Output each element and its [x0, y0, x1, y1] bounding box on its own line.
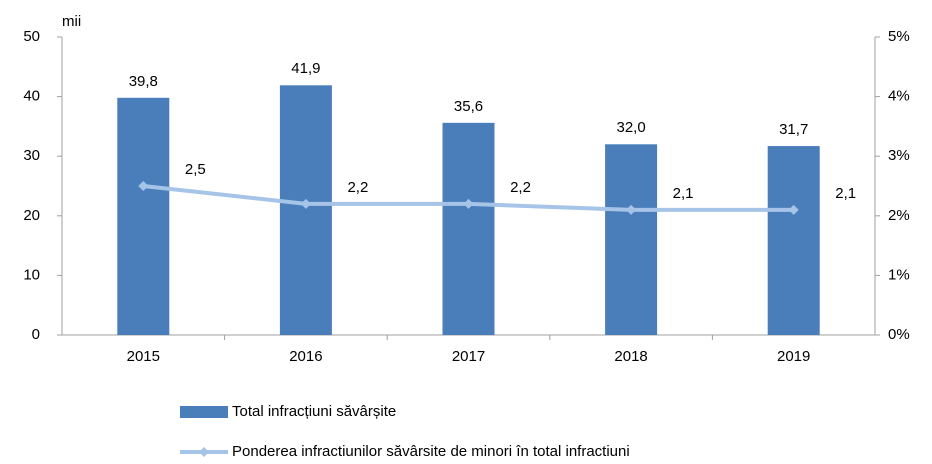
line-value-label: 2,2	[510, 179, 531, 196]
y2-tick-label: 5%	[888, 28, 910, 45]
y2-tick-label: 0%	[888, 326, 910, 343]
y-tick-label: 0	[32, 326, 40, 343]
x-tick-label: 2016	[289, 348, 322, 365]
x-tick-label: 2017	[452, 348, 485, 365]
bar-value-label: 35,6	[454, 98, 483, 115]
legend-label: Ponderea infractiunilor săvârsite de min…	[232, 443, 630, 460]
bar	[767, 146, 820, 335]
x-tick-label: 2019	[777, 348, 810, 365]
bar	[605, 144, 658, 335]
y2-tick-label: 2%	[888, 207, 910, 224]
line-marker	[300, 198, 311, 209]
bar	[279, 85, 332, 335]
y2-tick-label: 4%	[888, 88, 910, 105]
line-marker	[788, 204, 799, 215]
y-tick-label: 10	[23, 266, 40, 283]
y2-tick-label: 1%	[888, 266, 910, 283]
x-tick-label: 2018	[614, 348, 647, 365]
line-value-label: 2,1	[673, 185, 694, 202]
bar-value-label: 39,8	[129, 73, 158, 90]
line-marker	[463, 198, 474, 209]
y2-tick-label: 3%	[888, 147, 910, 164]
x-tick-label: 2015	[127, 348, 160, 365]
line-marker	[138, 181, 149, 191]
bar-value-label: 31,7	[779, 121, 808, 138]
y-tick-label: 30	[23, 147, 40, 164]
line-value-label: 2,2	[347, 179, 368, 196]
bar-value-label: 32,0	[616, 119, 645, 136]
y-unit-label: mii	[62, 13, 81, 30]
y-tick-label: 40	[23, 88, 40, 105]
bar	[442, 122, 495, 335]
line-value-label: 2,1	[835, 185, 856, 202]
line-value-label: 2,5	[185, 161, 206, 178]
line-marker	[626, 204, 637, 215]
legend-marker	[199, 447, 209, 457]
bar-value-label: 41,9	[291, 60, 320, 77]
y-tick-label: 20	[23, 207, 40, 224]
bar	[117, 97, 170, 336]
y-tick-label: 50	[23, 28, 40, 45]
legend-swatch	[180, 406, 228, 418]
legend-label: Total infracțiuni săvârșite	[232, 403, 396, 420]
